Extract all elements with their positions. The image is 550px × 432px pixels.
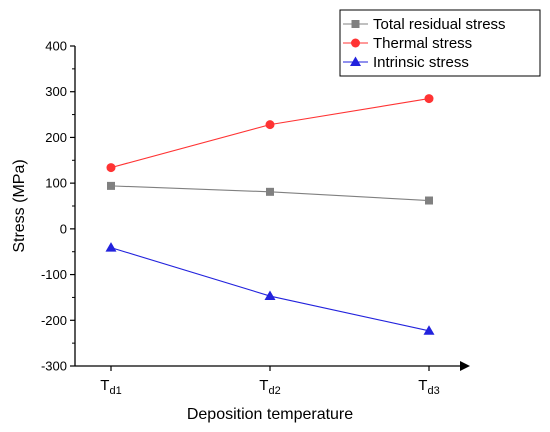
x-tick-label: Td3 — [418, 377, 439, 397]
legend-marker — [350, 56, 361, 66]
series-circle — [106, 94, 434, 173]
series-triangle — [105, 242, 435, 335]
y-tick-label: -100 — [41, 267, 67, 282]
x-axis: Td1 Td2 Td3 — [75, 361, 470, 397]
x-tick-label: Td1 — [100, 377, 121, 397]
x-axis-title: Deposition temperature — [187, 406, 353, 423]
series-square — [107, 181, 433, 205]
y-tick-label: -300 — [41, 359, 67, 374]
series-line — [110, 98, 430, 169]
legend-entry: Intrinsic stress — [343, 54, 469, 71]
y-tick-label: 0 — [60, 221, 67, 236]
legend-marker — [351, 38, 360, 48]
x-axis-arrow — [460, 361, 470, 371]
data-point — [423, 325, 435, 335]
legend-entry: Total residual stress — [343, 16, 506, 33]
y-tick-label: 300 — [45, 84, 67, 99]
data-point — [107, 181, 115, 190]
series-line — [110, 247, 430, 332]
data-point — [106, 163, 116, 173]
data-point — [266, 187, 274, 196]
data-point — [425, 196, 433, 205]
data-point — [105, 242, 117, 252]
series-layer — [105, 94, 435, 335]
legend: Total residual stress Thermal stress Intri… — [339, 9, 541, 77]
legend-entry: Thermal stress — [343, 35, 472, 52]
y-axis-title: Stress (MPa) — [11, 159, 28, 252]
y-axis: -300 -200 -100 0 100 200 300 400 — [41, 39, 76, 374]
data-point — [264, 290, 276, 301]
data-point — [424, 94, 434, 104]
data-point — [265, 120, 275, 130]
legend-box — [339, 9, 541, 77]
y-tick-label: 100 — [45, 176, 67, 191]
legend-label: Total residual stress — [373, 16, 506, 33]
x-tick-label: Td2 — [259, 377, 280, 397]
legend-label: Thermal stress — [373, 35, 472, 52]
legend-marker — [351, 20, 360, 28]
y-tick-label: 200 — [45, 130, 67, 145]
y-tick-label: 400 — [45, 39, 67, 54]
legend-label: Intrinsic stress — [373, 54, 469, 71]
y-tick-label: -200 — [41, 313, 67, 328]
